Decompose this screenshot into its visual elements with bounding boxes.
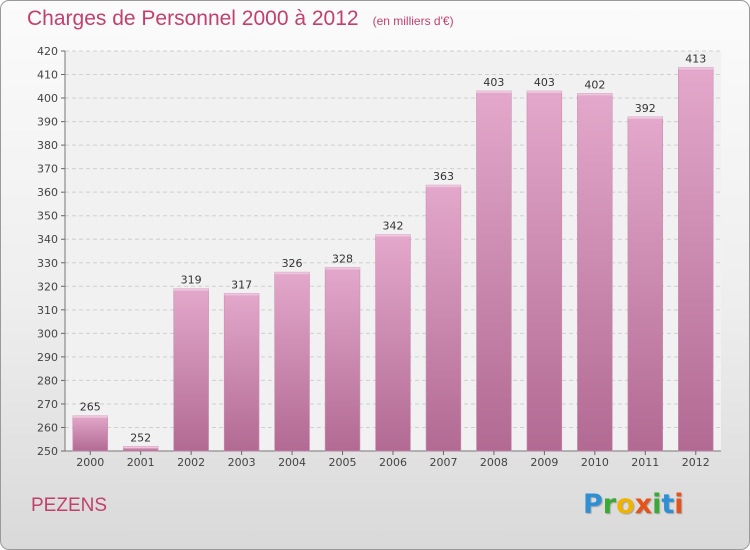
value-label: 319 bbox=[181, 274, 202, 287]
y-tick-label: 420 bbox=[37, 45, 58, 58]
value-label: 403 bbox=[534, 76, 555, 89]
x-tick-label: 2010 bbox=[581, 456, 609, 469]
y-tick-label: 350 bbox=[37, 210, 58, 223]
bar bbox=[425, 184, 462, 452]
bar-highlight bbox=[173, 288, 209, 291]
bar-highlight bbox=[375, 234, 411, 237]
y-tick-label: 260 bbox=[37, 421, 58, 434]
value-label: 342 bbox=[383, 220, 404, 233]
chart-subtitle: (en milliers d'€) bbox=[372, 14, 454, 28]
proxiti-logo: Proxiti bbox=[583, 489, 684, 520]
x-tick-label: 2008 bbox=[480, 456, 508, 469]
y-tick-label: 390 bbox=[37, 116, 58, 129]
x-tick-label: 2004 bbox=[278, 456, 306, 469]
y-tick-label: 330 bbox=[37, 257, 58, 270]
x-tick-label: 2005 bbox=[329, 456, 357, 469]
y-tick-label: 400 bbox=[37, 92, 58, 105]
logo-letter: P bbox=[583, 489, 603, 520]
x-tick-label: 2007 bbox=[429, 456, 457, 469]
bar bbox=[627, 116, 664, 452]
commune-name: PEZENS bbox=[31, 495, 108, 516]
value-label: 392 bbox=[635, 102, 656, 115]
value-label: 402 bbox=[584, 78, 605, 91]
value-label: 413 bbox=[685, 52, 706, 65]
y-tick-label: 380 bbox=[37, 139, 58, 152]
bar bbox=[324, 267, 361, 452]
x-tick-label: 2009 bbox=[530, 456, 558, 469]
y-tick-label: 250 bbox=[37, 445, 58, 458]
y-tick-label: 270 bbox=[37, 398, 58, 411]
bar-highlight bbox=[224, 293, 260, 296]
bar-highlight bbox=[325, 267, 360, 270]
x-tick-label: 2011 bbox=[631, 456, 659, 469]
bar-highlight bbox=[678, 67, 714, 70]
value-label: 363 bbox=[433, 170, 454, 183]
value-label: 317 bbox=[231, 278, 252, 291]
x-tick-label: 2001 bbox=[127, 456, 155, 469]
y-tick-label: 360 bbox=[37, 186, 58, 199]
value-label: 252 bbox=[130, 431, 151, 444]
bar-highlight bbox=[476, 91, 512, 93]
y-tick-label: 340 bbox=[37, 233, 58, 246]
bar bbox=[577, 93, 613, 452]
bar-highlight bbox=[627, 116, 663, 119]
bar-highlight bbox=[426, 185, 461, 188]
logo-letter: i bbox=[652, 489, 662, 520]
bar bbox=[678, 67, 714, 452]
value-label: 326 bbox=[282, 257, 303, 270]
bar bbox=[526, 90, 563, 452]
y-tick-label: 300 bbox=[37, 327, 58, 340]
bar bbox=[223, 293, 260, 452]
y-tick-label: 410 bbox=[37, 69, 58, 82]
x-tick-label: 2002 bbox=[177, 456, 205, 469]
y-tick-label: 290 bbox=[37, 351, 58, 364]
x-tick-label: 2012 bbox=[682, 456, 710, 469]
x-tick-label: 2000 bbox=[76, 456, 104, 469]
bar-highlight bbox=[274, 272, 310, 275]
x-tick-label: 2006 bbox=[379, 456, 407, 469]
chart-title-text: Charges de Personnel 2000 à 2012 bbox=[27, 7, 359, 30]
logo-letter: r bbox=[602, 489, 617, 520]
logo-letter: x bbox=[634, 489, 653, 520]
chart-title: Charges de Personnel 2000 à 2012 (en mill… bbox=[27, 7, 454, 31]
y-tick-label: 370 bbox=[37, 163, 58, 176]
bar-highlight bbox=[72, 415, 108, 418]
bar-highlight bbox=[577, 93, 613, 96]
bar bbox=[375, 234, 411, 452]
logo-letter: t bbox=[661, 489, 675, 520]
bar-highlight bbox=[123, 446, 159, 449]
bar bbox=[72, 415, 108, 452]
value-label: 265 bbox=[80, 401, 101, 414]
bar bbox=[173, 288, 209, 452]
y-tick-label: 310 bbox=[37, 304, 58, 317]
y-tick-label: 320 bbox=[37, 280, 58, 293]
logo-letter: i bbox=[674, 489, 684, 520]
value-label: 328 bbox=[332, 252, 353, 265]
logo-letter: o bbox=[616, 489, 635, 520]
bar bbox=[274, 271, 310, 452]
bar-highlight bbox=[526, 91, 562, 93]
y-tick-label: 280 bbox=[37, 374, 58, 387]
value-label: 403 bbox=[483, 76, 504, 89]
x-tick-label: 2003 bbox=[228, 456, 256, 469]
bar bbox=[476, 90, 512, 452]
